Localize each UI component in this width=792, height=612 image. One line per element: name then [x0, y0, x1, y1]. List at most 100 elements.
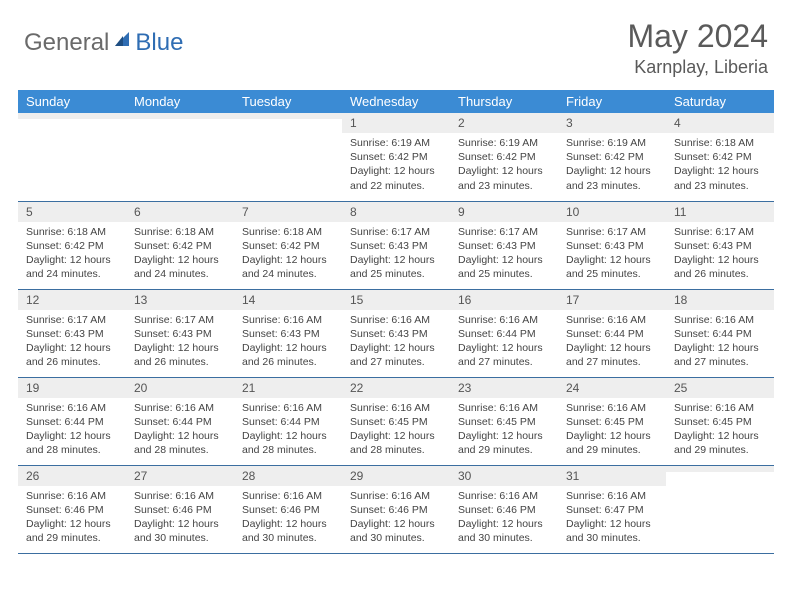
cell-body: Sunrise: 6:16 AMSunset: 6:47 PMDaylight:…	[558, 486, 666, 550]
brand-part2: Blue	[135, 29, 183, 57]
sunset-line: Sunset: 6:44 PM	[674, 327, 766, 341]
day-header-row: Sunday Monday Tuesday Wednesday Thursday…	[18, 90, 774, 113]
calendar-cell	[234, 113, 342, 201]
sunset-line: Sunset: 6:43 PM	[242, 327, 334, 341]
cell-body: Sunrise: 6:17 AMSunset: 6:43 PMDaylight:…	[558, 222, 666, 286]
sunset-line: Sunset: 6:46 PM	[350, 503, 442, 517]
daylight-line: Daylight: 12 hours and 28 minutes.	[134, 429, 226, 457]
day-number: 30	[450, 466, 558, 486]
cell-body: Sunrise: 6:16 AMSunset: 6:43 PMDaylight:…	[234, 310, 342, 374]
day-number: 18	[666, 290, 774, 310]
day-number	[234, 113, 342, 119]
daylight-line: Daylight: 12 hours and 25 minutes.	[566, 253, 658, 281]
cell-body: Sunrise: 6:18 AMSunset: 6:42 PMDaylight:…	[126, 222, 234, 286]
day-number: 26	[18, 466, 126, 486]
sunset-line: Sunset: 6:45 PM	[458, 415, 550, 429]
sunset-line: Sunset: 6:43 PM	[350, 239, 442, 253]
cell-body: Sunrise: 6:16 AMSunset: 6:46 PMDaylight:…	[342, 486, 450, 550]
sunrise-line: Sunrise: 6:16 AM	[26, 489, 118, 503]
day-number: 23	[450, 378, 558, 398]
day-header: Friday	[558, 90, 666, 113]
cell-body: Sunrise: 6:16 AMSunset: 6:43 PMDaylight:…	[342, 310, 450, 374]
sunrise-line: Sunrise: 6:16 AM	[350, 489, 442, 503]
sunset-line: Sunset: 6:42 PM	[674, 150, 766, 164]
calendar-cell: 25Sunrise: 6:16 AMSunset: 6:45 PMDayligh…	[666, 377, 774, 465]
cell-body: Sunrise: 6:19 AMSunset: 6:42 PMDaylight:…	[450, 133, 558, 197]
calendar-table: Sunday Monday Tuesday Wednesday Thursday…	[18, 90, 774, 554]
calendar-cell: 23Sunrise: 6:16 AMSunset: 6:45 PMDayligh…	[450, 377, 558, 465]
calendar-cell	[126, 113, 234, 201]
sunset-line: Sunset: 6:45 PM	[674, 415, 766, 429]
calendar-row: 1Sunrise: 6:19 AMSunset: 6:42 PMDaylight…	[18, 113, 774, 201]
sunrise-line: Sunrise: 6:16 AM	[134, 489, 226, 503]
sunrise-line: Sunrise: 6:17 AM	[458, 225, 550, 239]
sail-icon	[111, 28, 133, 57]
calendar-cell: 27Sunrise: 6:16 AMSunset: 6:46 PMDayligh…	[126, 465, 234, 553]
calendar-cell: 16Sunrise: 6:16 AMSunset: 6:44 PMDayligh…	[450, 289, 558, 377]
daylight-line: Daylight: 12 hours and 29 minutes.	[674, 429, 766, 457]
cell-body: Sunrise: 6:18 AMSunset: 6:42 PMDaylight:…	[18, 222, 126, 286]
day-number: 13	[126, 290, 234, 310]
daylight-line: Daylight: 12 hours and 27 minutes.	[350, 341, 442, 369]
day-number: 7	[234, 202, 342, 222]
daylight-line: Daylight: 12 hours and 24 minutes.	[242, 253, 334, 281]
day-header: Sunday	[18, 90, 126, 113]
cell-body: Sunrise: 6:17 AMSunset: 6:43 PMDaylight:…	[450, 222, 558, 286]
cell-body: Sunrise: 6:16 AMSunset: 6:44 PMDaylight:…	[234, 398, 342, 462]
cell-body: Sunrise: 6:19 AMSunset: 6:42 PMDaylight:…	[558, 133, 666, 197]
daylight-line: Daylight: 12 hours and 27 minutes.	[566, 341, 658, 369]
sunrise-line: Sunrise: 6:19 AM	[350, 136, 442, 150]
sunset-line: Sunset: 6:44 PM	[458, 327, 550, 341]
sunset-line: Sunset: 6:47 PM	[566, 503, 658, 517]
day-number: 21	[234, 378, 342, 398]
day-number: 10	[558, 202, 666, 222]
calendar-cell: 19Sunrise: 6:16 AMSunset: 6:44 PMDayligh…	[18, 377, 126, 465]
day-header: Wednesday	[342, 90, 450, 113]
header: General Blue May 2024 Karnplay, Liberia	[0, 0, 792, 90]
day-number: 9	[450, 202, 558, 222]
cell-body: Sunrise: 6:16 AMSunset: 6:46 PMDaylight:…	[18, 486, 126, 550]
sunrise-line: Sunrise: 6:16 AM	[566, 313, 658, 327]
sunrise-line: Sunrise: 6:16 AM	[458, 489, 550, 503]
cell-body: Sunrise: 6:16 AMSunset: 6:45 PMDaylight:…	[342, 398, 450, 462]
daylight-line: Daylight: 12 hours and 28 minutes.	[350, 429, 442, 457]
calendar-cell: 2Sunrise: 6:19 AMSunset: 6:42 PMDaylight…	[450, 113, 558, 201]
calendar-cell: 10Sunrise: 6:17 AMSunset: 6:43 PMDayligh…	[558, 201, 666, 289]
daylight-line: Daylight: 12 hours and 23 minutes.	[458, 164, 550, 192]
daylight-line: Daylight: 12 hours and 29 minutes.	[566, 429, 658, 457]
calendar-cell: 31Sunrise: 6:16 AMSunset: 6:47 PMDayligh…	[558, 465, 666, 553]
day-header: Monday	[126, 90, 234, 113]
daylight-line: Daylight: 12 hours and 26 minutes.	[134, 341, 226, 369]
calendar-cell	[18, 113, 126, 201]
sunset-line: Sunset: 6:46 PM	[242, 503, 334, 517]
day-number: 20	[126, 378, 234, 398]
cell-body: Sunrise: 6:18 AMSunset: 6:42 PMDaylight:…	[234, 222, 342, 286]
sunrise-line: Sunrise: 6:17 AM	[350, 225, 442, 239]
sunrise-line: Sunrise: 6:18 AM	[242, 225, 334, 239]
cell-body: Sunrise: 6:16 AMSunset: 6:46 PMDaylight:…	[126, 486, 234, 550]
sunset-line: Sunset: 6:44 PM	[26, 415, 118, 429]
day-header: Thursday	[450, 90, 558, 113]
day-number: 12	[18, 290, 126, 310]
sunrise-line: Sunrise: 6:19 AM	[566, 136, 658, 150]
sunrise-line: Sunrise: 6:18 AM	[134, 225, 226, 239]
daylight-line: Daylight: 12 hours and 23 minutes.	[674, 164, 766, 192]
calendar-row: 19Sunrise: 6:16 AMSunset: 6:44 PMDayligh…	[18, 377, 774, 465]
sunrise-line: Sunrise: 6:17 AM	[134, 313, 226, 327]
day-number	[126, 113, 234, 119]
sunrise-line: Sunrise: 6:16 AM	[674, 401, 766, 415]
calendar-cell: 24Sunrise: 6:16 AMSunset: 6:45 PMDayligh…	[558, 377, 666, 465]
sunset-line: Sunset: 6:44 PM	[134, 415, 226, 429]
cell-body: Sunrise: 6:16 AMSunset: 6:44 PMDaylight:…	[18, 398, 126, 462]
sunrise-line: Sunrise: 6:16 AM	[134, 401, 226, 415]
daylight-line: Daylight: 12 hours and 28 minutes.	[242, 429, 334, 457]
calendar-cell: 12Sunrise: 6:17 AMSunset: 6:43 PMDayligh…	[18, 289, 126, 377]
cell-body: Sunrise: 6:17 AMSunset: 6:43 PMDaylight:…	[342, 222, 450, 286]
daylight-line: Daylight: 12 hours and 24 minutes.	[26, 253, 118, 281]
daylight-line: Daylight: 12 hours and 30 minutes.	[134, 517, 226, 545]
daylight-line: Daylight: 12 hours and 25 minutes.	[350, 253, 442, 281]
day-number: 16	[450, 290, 558, 310]
daylight-line: Daylight: 12 hours and 30 minutes.	[350, 517, 442, 545]
day-number: 27	[126, 466, 234, 486]
day-number: 1	[342, 113, 450, 133]
